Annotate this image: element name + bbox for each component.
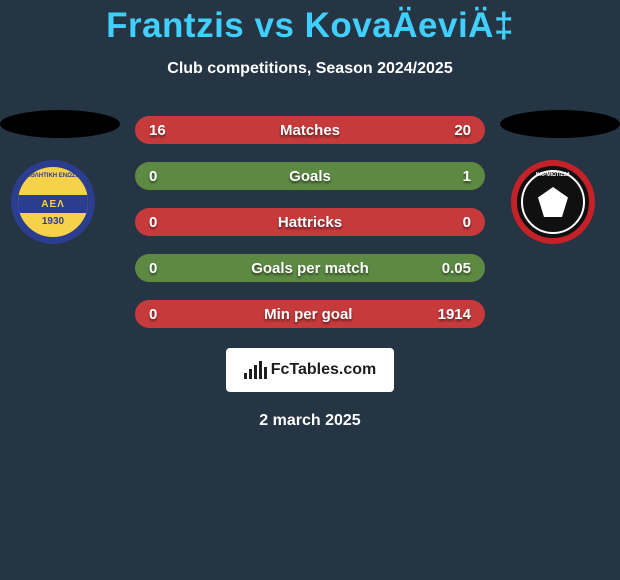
stat-left-value: 0 <box>135 168 193 185</box>
aek-emblem: ΑΘΛΗΤΙΚΗ ΕΝΩΣΗ AEΛ 1930 <box>11 160 95 244</box>
branding-text: FcTables.com <box>271 361 377 379</box>
header: Frantzis vs KovaÄeviÄ‡ Club competitions… <box>0 0 620 78</box>
stat-left-value: 0 <box>135 306 193 323</box>
stat-left-value: 0 <box>135 260 193 277</box>
stat-label: Goals per match <box>193 260 427 277</box>
bars-icon <box>244 361 267 379</box>
karm-shield-icon <box>538 187 568 217</box>
subtitle: Club competitions, Season 2024/2025 <box>0 60 620 78</box>
stat-right-value: 20 <box>427 122 485 139</box>
aek-stripe: AEΛ <box>18 195 88 213</box>
stat-right-value: 1 <box>427 168 485 185</box>
stat-label: Matches <box>193 122 427 139</box>
stat-label: Goals <box>193 168 427 185</box>
left-club-logo: ΑΘΛΗΤΙΚΗ ΕΝΩΣΗ AEΛ 1930 <box>11 160 109 258</box>
stat-row: 0Hattricks0 <box>135 208 485 236</box>
stat-row: 16Matches20 <box>135 116 485 144</box>
aek-arc-text: ΑΘΛΗΤΙΚΗ ΕΝΩΣΗ <box>26 173 80 179</box>
karm-emblem: ΚΑΡΜΙΩΤΙΣΣΑ 1979 <box>511 160 595 244</box>
stats-panel: 16Matches200Goals10Hattricks00Goals per … <box>135 116 485 328</box>
stat-right-value: 0 <box>427 214 485 231</box>
shadow-ellipse <box>0 110 120 138</box>
left-club-badge: ΑΘΛΗΤΙΚΗ ΕΝΩΣΗ AEΛ 1930 <box>0 110 120 258</box>
stat-right-value: 1914 <box>424 306 485 323</box>
stat-left-value: 0 <box>135 214 193 231</box>
page-title: Frantzis vs KovaÄeviÄ‡ <box>0 6 620 46</box>
content: ΑΘΛΗΤΙΚΗ ΕΝΩΣΗ AEΛ 1930 ΚΑΡΜΙΩΤΙΣΣΑ 1979… <box>0 116 620 430</box>
stat-label: Min per goal <box>193 306 424 323</box>
branding-badge: FcTables.com <box>226 348 394 392</box>
karm-arc-text: ΚΑΡΜΙΩΤΙΣΣΑ <box>517 172 589 178</box>
stat-right-value: 0.05 <box>427 260 485 277</box>
aek-year: 1930 <box>42 216 64 227</box>
date-label: 2 march 2025 <box>0 412 620 430</box>
right-club-badge: ΚΑΡΜΙΩΤΙΣΣΑ 1979 <box>500 110 620 258</box>
stat-label: Hattricks <box>193 214 427 231</box>
stat-row: 0Goals per match0.05 <box>135 254 485 282</box>
right-club-logo: ΚΑΡΜΙΩΤΙΣΣΑ 1979 <box>511 160 609 258</box>
stat-left-value: 16 <box>135 122 193 139</box>
stat-row: 0Goals1 <box>135 162 485 190</box>
stat-row: 0Min per goal1914 <box>135 300 485 328</box>
shadow-ellipse <box>500 110 620 138</box>
